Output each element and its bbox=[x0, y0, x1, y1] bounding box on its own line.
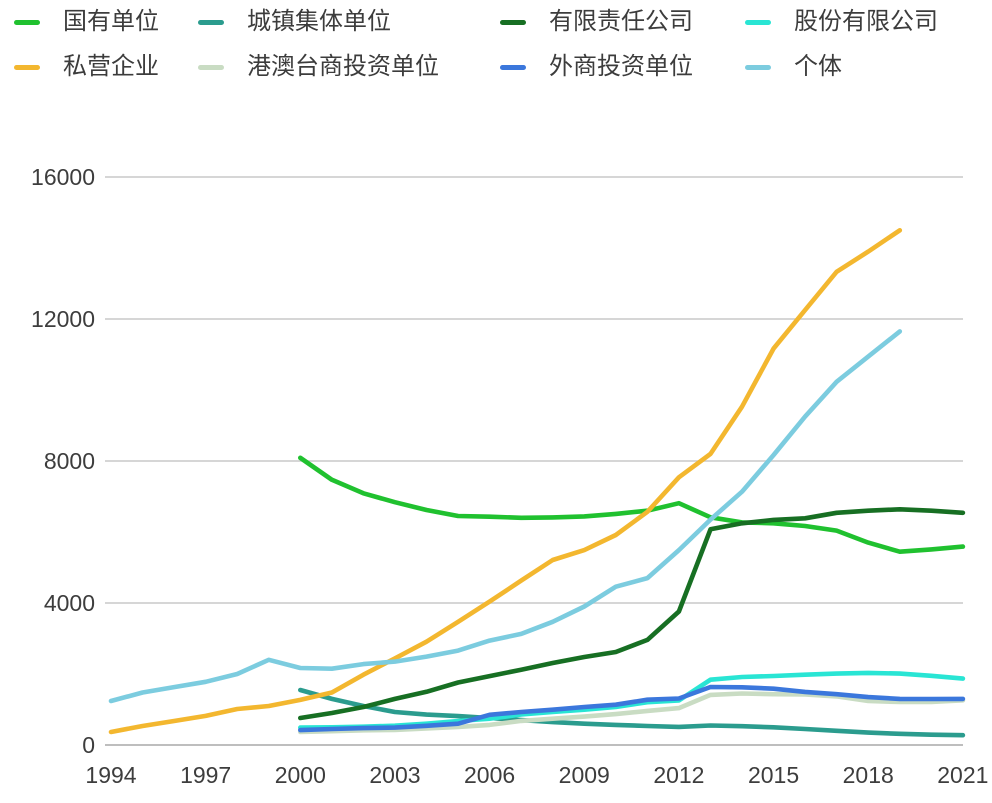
legend-label: 股份有限公司 bbox=[794, 8, 938, 35]
legend-swatch-icon bbox=[500, 64, 526, 70]
legend-label: 有限责任公司 bbox=[549, 8, 693, 35]
legend-swatch-icon bbox=[198, 19, 224, 25]
legend-item-国有单位[interactable]: 国有单位 bbox=[14, 8, 198, 36]
series-line-有限责任公司 bbox=[297, 506, 966, 721]
series-line-港澳台商投资单位 bbox=[297, 691, 966, 735]
legend-swatch-icon bbox=[198, 64, 224, 70]
legend-item-外商投资单位[interactable]: 外商投资单位 bbox=[500, 53, 745, 81]
legend-swatch-icon bbox=[745, 64, 771, 70]
x-axis-tick-label: 2015 bbox=[748, 762, 799, 788]
series-line-私营企业 bbox=[108, 228, 903, 735]
legend-swatch-icon bbox=[745, 19, 771, 25]
legend-item-有限责任公司[interactable]: 有限责任公司 bbox=[500, 8, 745, 36]
y-axis-tick-label: 8000 bbox=[44, 448, 95, 474]
x-axis-tick-label: 2003 bbox=[369, 762, 420, 788]
legend-label: 个体 bbox=[794, 53, 842, 80]
legend-swatch-icon bbox=[500, 19, 526, 25]
x-axis-tick-label: 2021 bbox=[937, 762, 988, 788]
legend-item-股份有限公司[interactable]: 股份有限公司 bbox=[745, 8, 992, 36]
y-axis-tick-label: 0 bbox=[82, 732, 95, 758]
legend-label: 国有单位 bbox=[63, 8, 159, 35]
x-axis-tick-label: 2018 bbox=[843, 762, 894, 788]
legend-label: 城镇集体单位 bbox=[247, 8, 391, 35]
chart-legend: 国有单位 城镇集体单位 有限责任公司 股份有限公司私营企业 港澳台商投资单位 外商投资单位… bbox=[14, 8, 992, 81]
x-axis-tick-label: 2006 bbox=[464, 762, 515, 788]
legend-swatch-icon bbox=[14, 64, 40, 70]
legend-label: 港澳台商投资单位 bbox=[247, 53, 439, 80]
legend-item-个体[interactable]: 个体 bbox=[745, 53, 992, 81]
x-axis-tick-label: 2012 bbox=[653, 762, 704, 788]
x-axis-tick-label: 2009 bbox=[559, 762, 610, 788]
y-axis-tick-label: 12000 bbox=[31, 306, 95, 332]
legend-item-私营企业[interactable]: 私营企业 bbox=[14, 53, 198, 81]
x-axis-tick-label: 1994 bbox=[85, 762, 136, 788]
series-line-外商投资单位 bbox=[297, 684, 966, 733]
series-line-个体 bbox=[108, 329, 903, 704]
series-line-国有单位 bbox=[297, 455, 966, 555]
series-line-城镇集体单位 bbox=[297, 687, 966, 738]
legend-swatch-icon bbox=[14, 19, 40, 25]
legend-item-港澳台商投资单位[interactable]: 港澳台商投资单位 bbox=[198, 53, 500, 81]
x-axis-tick-label: 2000 bbox=[275, 762, 326, 788]
x-axis-tick-label: 1997 bbox=[180, 762, 231, 788]
y-axis-tick-label: 4000 bbox=[44, 590, 95, 616]
y-axis-tick-label: 16000 bbox=[31, 164, 95, 190]
legend-item-城镇集体单位[interactable]: 城镇集体单位 bbox=[198, 8, 500, 36]
legend-label: 私营企业 bbox=[63, 53, 159, 80]
legend-label: 外商投资单位 bbox=[549, 53, 693, 80]
